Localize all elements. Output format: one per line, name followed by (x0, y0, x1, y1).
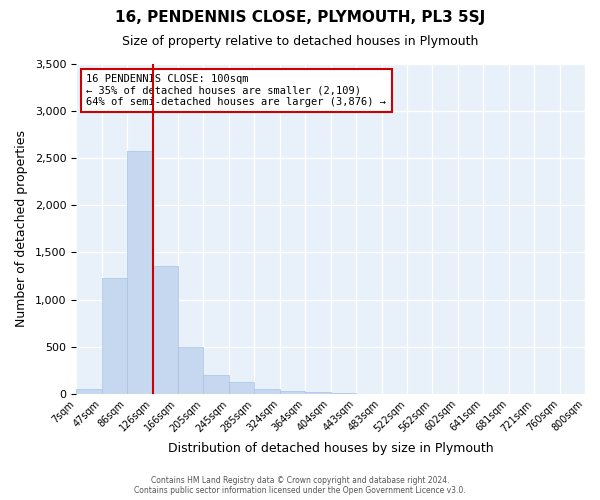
Bar (280, 390, 305, 394)
Bar (254, 389, 280, 394)
Text: Size of property relative to detached houses in Plymouth: Size of property relative to detached ho… (122, 35, 478, 48)
Bar (152, 266, 178, 394)
Bar (203, 375, 229, 394)
Text: 16 PENDENNIS CLOSE: 100sqm
← 35% of detached houses are smaller (2,109)
64% of s: 16 PENDENNIS CLOSE: 100sqm ← 35% of deta… (86, 74, 386, 107)
Bar (229, 382, 254, 394)
Bar (178, 346, 203, 394)
Text: 16, PENDENNIS CLOSE, PLYMOUTH, PL3 5SJ: 16, PENDENNIS CLOSE, PLYMOUTH, PL3 5SJ (115, 10, 485, 25)
Y-axis label: Number of detached properties: Number of detached properties (15, 130, 28, 328)
Bar (305, 392, 331, 394)
Bar (76, 389, 102, 394)
Bar (102, 278, 127, 394)
X-axis label: Distribution of detached houses by size in Plymouth: Distribution of detached houses by size … (168, 442, 493, 455)
Bar (127, 150, 152, 394)
Text: Contains HM Land Registry data © Crown copyright and database right 2024.
Contai: Contains HM Land Registry data © Crown c… (134, 476, 466, 495)
